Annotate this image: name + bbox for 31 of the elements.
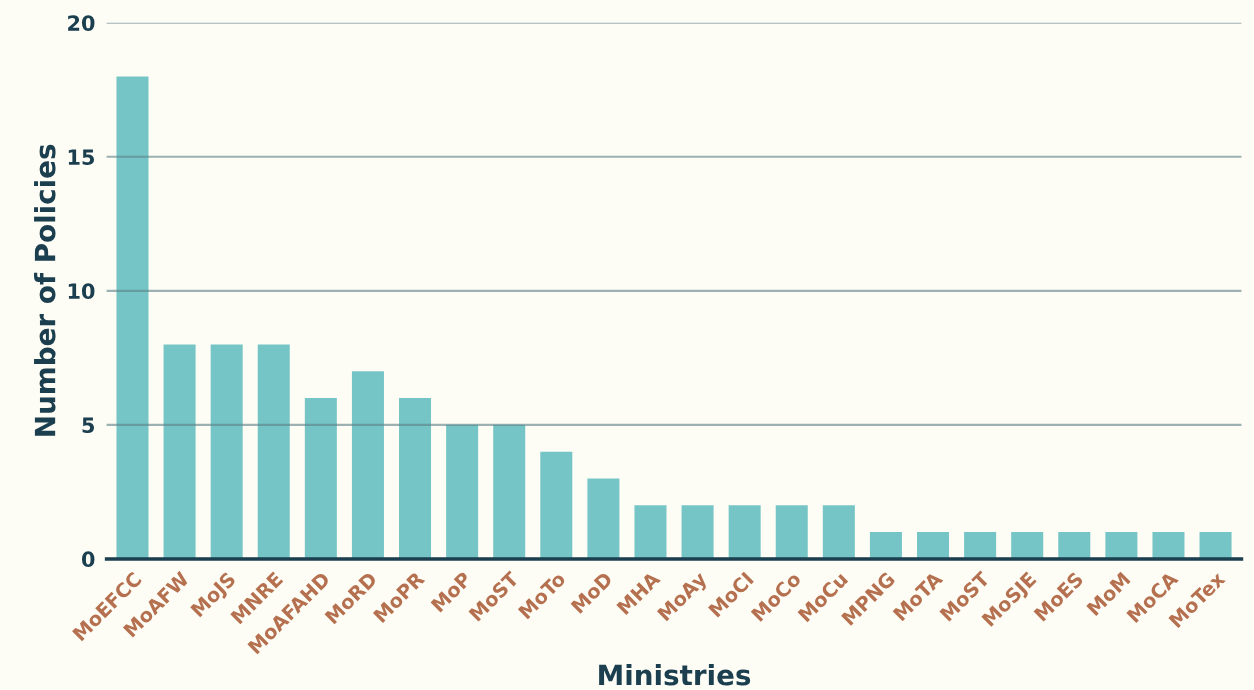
bar (917, 532, 950, 559)
bar (399, 398, 432, 559)
x-axis-title: Ministries (599, 664, 751, 686)
bar (351, 371, 384, 559)
y-axis-title: Number of Policies (34, 144, 56, 436)
y-tick-label: 0 (81, 551, 95, 568)
bar (446, 424, 479, 559)
bar (1105, 532, 1138, 559)
bar (681, 505, 714, 559)
bar (210, 344, 243, 559)
bar (728, 505, 761, 559)
bar (1011, 532, 1044, 559)
y-tick-label: 10 (68, 283, 95, 300)
bar (869, 532, 902, 559)
y-tick-label: 20 (68, 15, 95, 31)
bar (257, 344, 290, 559)
bar (163, 344, 196, 559)
y-tick-label: 5 (82, 417, 95, 434)
bar (540, 451, 573, 559)
bar (1152, 532, 1185, 559)
bar (1058, 532, 1091, 559)
bar (1199, 532, 1232, 559)
bar (964, 532, 997, 559)
bar (634, 505, 667, 559)
y-tick-label: 15 (68, 149, 95, 166)
bar (822, 505, 855, 559)
bar (775, 505, 808, 559)
bar (304, 398, 337, 559)
bar (493, 424, 526, 559)
bar (587, 478, 620, 559)
bar (116, 76, 149, 559)
